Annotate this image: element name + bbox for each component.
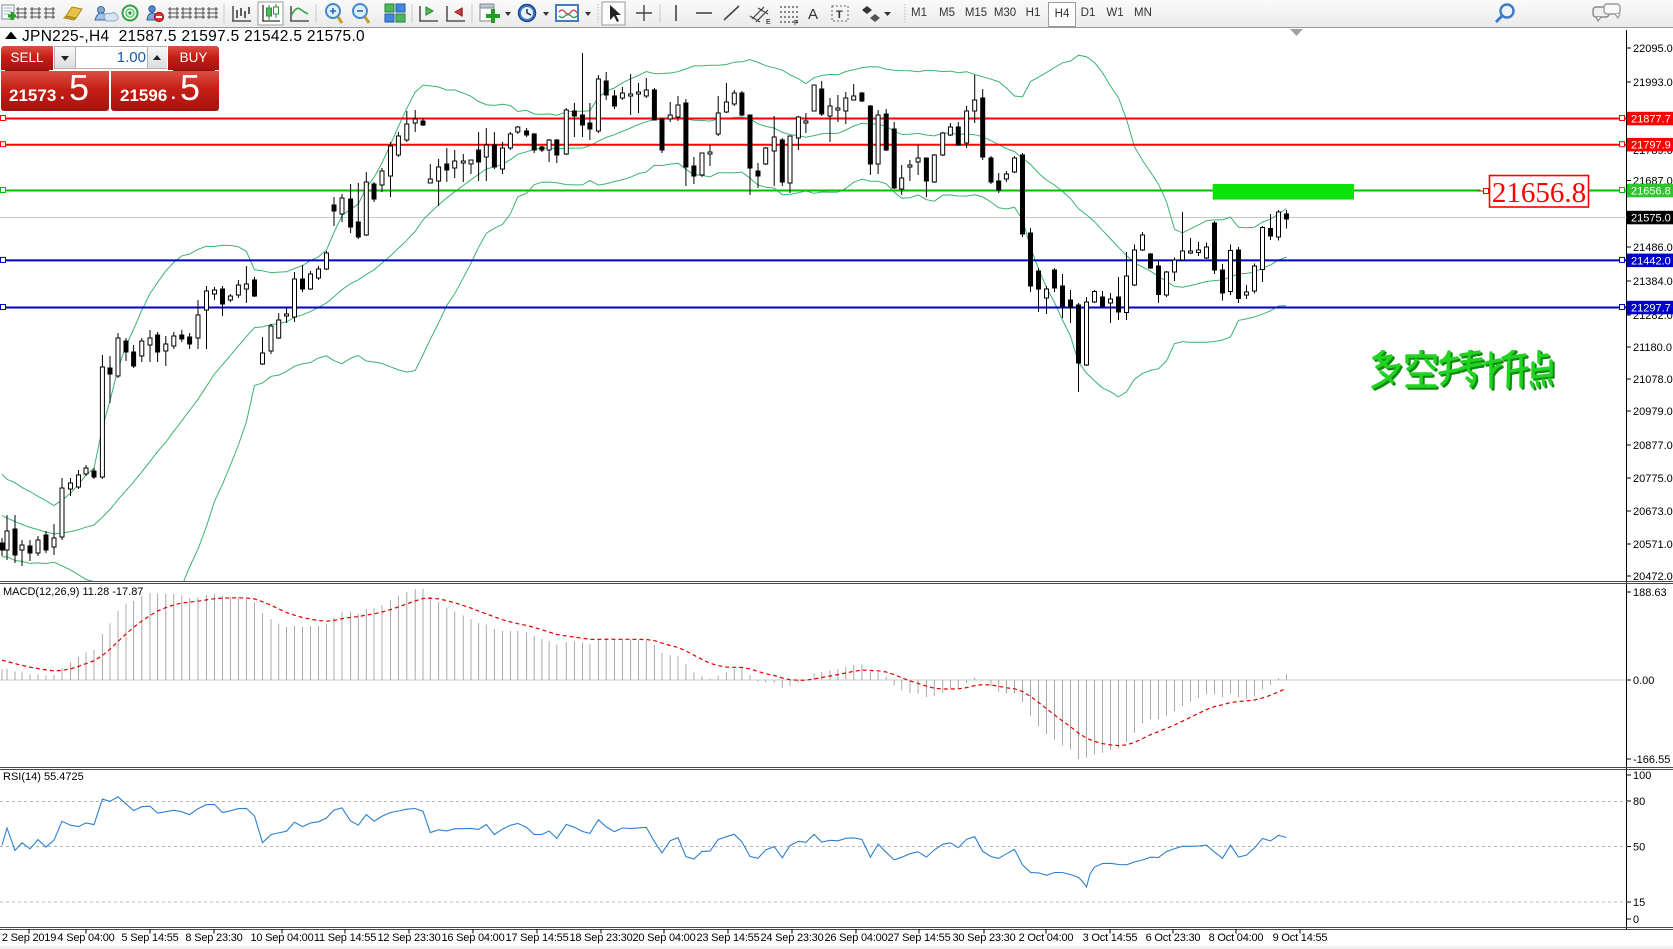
svg-text:2 Sep 2019: 2 Sep 2019	[2, 932, 56, 944]
svg-text:20979.0: 20979.0	[1633, 406, 1673, 418]
svg-text:50: 50	[1633, 842, 1645, 854]
svg-text:23 Sep 14:55: 23 Sep 14:55	[696, 932, 759, 944]
svg-text:21486.0: 21486.0	[1633, 242, 1673, 254]
svg-text:11 Sep 14:55: 11 Sep 14:55	[314, 932, 376, 944]
svg-text:21656.8: 21656.8	[1631, 186, 1671, 198]
svg-text:21575.0: 21575.0	[1631, 213, 1671, 225]
svg-text:9 Oct 14:55: 9 Oct 14:55	[1273, 932, 1328, 944]
svg-text:21078.0: 21078.0	[1633, 374, 1673, 386]
svg-text:20 Sep 04:00: 20 Sep 04:00	[632, 932, 695, 944]
svg-text:21442.0: 21442.0	[1631, 255, 1671, 267]
svg-text:F: F	[794, 20, 798, 27]
svg-text:188.63: 188.63	[1633, 587, 1667, 599]
svg-text:0.00: 0.00	[1633, 675, 1654, 687]
svg-text:JPN225-,H4 21587.5 21597.5 21: JPN225-,H4 21587.5 21597.5 21542.5 21575…	[22, 28, 365, 45]
svg-text:20775.0: 20775.0	[1633, 473, 1673, 485]
svg-text:E: E	[766, 19, 771, 26]
svg-text:18 Sep 23:30: 18 Sep 23:30	[569, 932, 632, 944]
svg-text:21297.7: 21297.7	[1631, 303, 1671, 315]
svg-text:21180.0: 21180.0	[1633, 342, 1672, 354]
svg-text:12 Sep 23:30: 12 Sep 23:30	[377, 932, 440, 944]
svg-text:15: 15	[1633, 897, 1645, 909]
svg-text:5 Sep 14:55: 5 Sep 14:55	[121, 932, 178, 944]
svg-text:21797.9: 21797.9	[1631, 140, 1671, 152]
svg-text:20472.0: 20472.0	[1633, 571, 1673, 583]
svg-text:RSI(14) 55.4725: RSI(14) 55.4725	[3, 771, 84, 783]
svg-text:4 Sep 04:00: 4 Sep 04:00	[57, 932, 114, 944]
svg-text:21656.8: 21656.8	[1492, 177, 1586, 209]
svg-text:21993.0: 21993.0	[1633, 77, 1673, 89]
svg-text:20673.0: 20673.0	[1633, 506, 1673, 518]
svg-text:3 Oct 14:55: 3 Oct 14:55	[1083, 932, 1138, 944]
svg-text:17 Sep 14:55: 17 Sep 14:55	[505, 932, 568, 944]
svg-text:10 Sep 04:00: 10 Sep 04:00	[250, 932, 313, 944]
svg-text:T: T	[836, 9, 843, 21]
svg-text:22095.0: 22095.0	[1633, 43, 1673, 55]
svg-text:21877.7: 21877.7	[1631, 114, 1671, 126]
svg-text:2 Oct 04:00: 2 Oct 04:00	[1019, 932, 1074, 944]
svg-text:26 Sep 04:00: 26 Sep 04:00	[824, 932, 887, 944]
svg-text:100: 100	[1633, 770, 1651, 782]
svg-text:21384.0: 21384.0	[1633, 276, 1673, 288]
svg-text:20571.0: 20571.0	[1633, 539, 1673, 551]
svg-text:8 Sep 23:30: 8 Sep 23:30	[185, 932, 242, 944]
svg-text:-166.55: -166.55	[1633, 754, 1670, 766]
svg-text:8 Oct 04:00: 8 Oct 04:00	[1209, 932, 1264, 944]
svg-text:A: A	[808, 6, 818, 23]
svg-text:MACD(12,26,9) 11.28 -17.87: MACD(12,26,9) 11.28 -17.87	[3, 586, 143, 598]
svg-text:6 Oct 23:30: 6 Oct 23:30	[1146, 932, 1201, 944]
svg-text:80: 80	[1633, 796, 1645, 808]
svg-text:30 Sep 23:30: 30 Sep 23:30	[952, 932, 1015, 944]
svg-text:0: 0	[1633, 914, 1639, 926]
svg-text:27 Sep 14:55: 27 Sep 14:55	[887, 932, 950, 944]
svg-text:16 Sep 04:00: 16 Sep 04:00	[441, 932, 504, 944]
svg-text:20877.0: 20877.0	[1633, 440, 1673, 452]
svg-text:24 Sep 23:30: 24 Sep 23:30	[760, 932, 823, 944]
